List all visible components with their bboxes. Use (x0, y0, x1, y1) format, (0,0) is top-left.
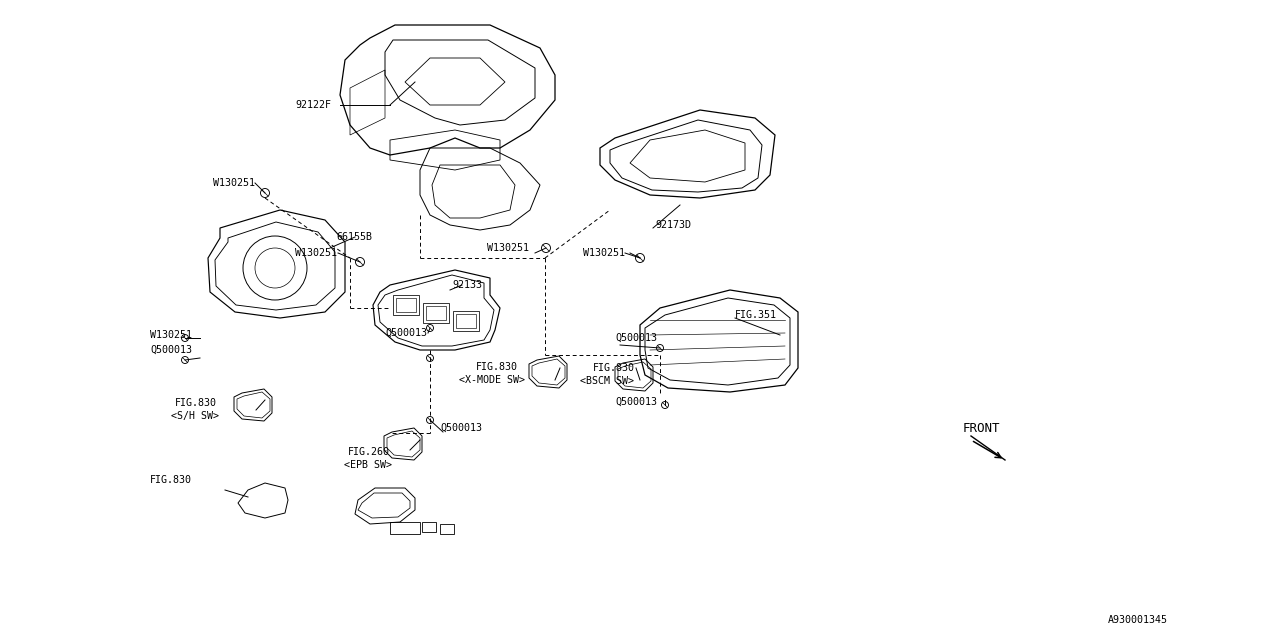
Bar (440, 524, 454, 534)
Text: W130251: W130251 (486, 243, 529, 253)
Bar (422, 522, 436, 532)
Text: W130251: W130251 (294, 248, 337, 258)
Bar (456, 314, 476, 328)
Text: FIG.830: FIG.830 (476, 362, 518, 372)
Text: 92133: 92133 (452, 280, 483, 290)
Bar (453, 311, 479, 331)
Text: W130251: W130251 (582, 248, 625, 258)
Text: W130251: W130251 (212, 178, 255, 188)
Text: Q500013: Q500013 (150, 345, 192, 355)
Text: Q500013: Q500013 (385, 328, 428, 338)
Text: <BSCM SW>: <BSCM SW> (580, 376, 634, 386)
Bar (390, 522, 420, 534)
Text: <X-MODE SW>: <X-MODE SW> (460, 375, 525, 385)
Text: 92122F: 92122F (294, 100, 332, 110)
Bar (393, 295, 419, 315)
Text: FIG.830: FIG.830 (150, 475, 192, 485)
Text: Q500013: Q500013 (614, 333, 657, 343)
Text: FIG.351: FIG.351 (735, 310, 777, 320)
Text: 92173D: 92173D (655, 220, 691, 230)
Text: Q500013: Q500013 (614, 397, 657, 407)
Text: FIG.830: FIG.830 (175, 398, 218, 408)
Text: A930001345: A930001345 (1108, 615, 1169, 625)
Text: <EPB SW>: <EPB SW> (344, 460, 392, 470)
Text: W130251: W130251 (150, 330, 192, 340)
Text: FIG.260: FIG.260 (348, 447, 390, 457)
Bar (422, 303, 449, 323)
Text: Q500013: Q500013 (440, 423, 483, 433)
Text: FIG.830: FIG.830 (593, 363, 635, 373)
Bar (426, 306, 445, 320)
Text: FRONT: FRONT (963, 422, 1001, 435)
Text: 66155B: 66155B (335, 232, 372, 242)
Bar (396, 298, 416, 312)
Text: <S/H SW>: <S/H SW> (172, 411, 219, 421)
